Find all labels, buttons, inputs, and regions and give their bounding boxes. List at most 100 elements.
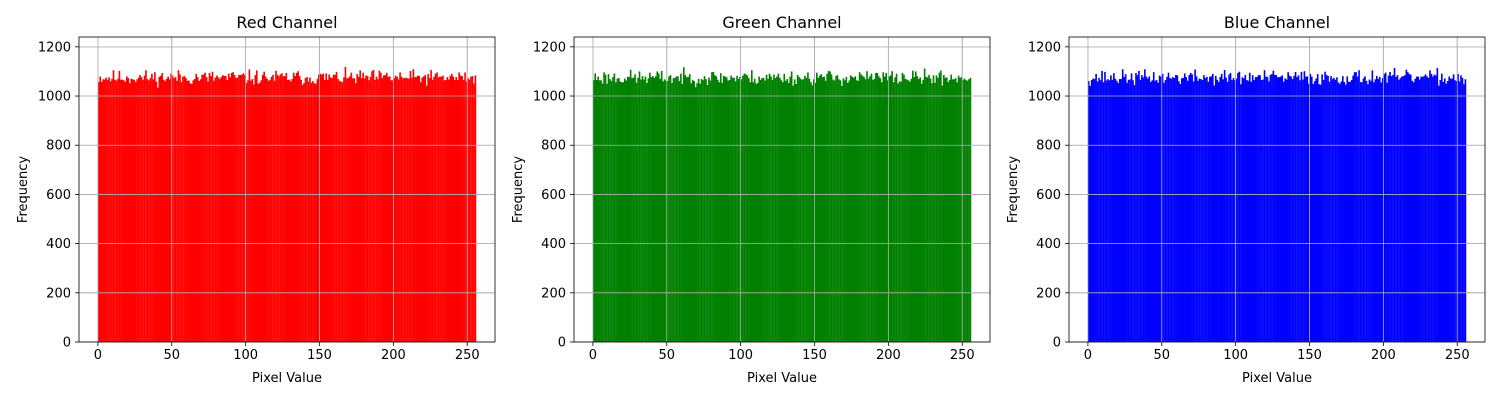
histogram-bar bbox=[453, 80, 456, 342]
histogram-bar bbox=[1245, 80, 1248, 342]
histogram-bar bbox=[1124, 74, 1127, 343]
histogram-bar bbox=[448, 79, 450, 342]
histogram-bar bbox=[273, 80, 276, 342]
histogram-bar bbox=[1180, 78, 1183, 343]
histogram-bar bbox=[891, 71, 893, 342]
histogram-bar bbox=[606, 83, 608, 342]
histogram-bar bbox=[851, 76, 854, 342]
histogram-bar bbox=[1272, 70, 1275, 343]
histogram-bar bbox=[804, 75, 806, 342]
histogram-bar bbox=[403, 77, 406, 343]
histogram-bar bbox=[719, 73, 722, 342]
histogram-bar bbox=[1375, 75, 1378, 342]
histogram-bar bbox=[1144, 69, 1146, 342]
histogram-bar bbox=[1195, 76, 1198, 343]
y-tick-label: 800 bbox=[46, 139, 71, 154]
histogram-bar bbox=[789, 76, 792, 343]
histogram-bar bbox=[1188, 75, 1190, 342]
histogram-bar bbox=[733, 77, 735, 342]
histogram-bar bbox=[687, 76, 690, 342]
histogram-bar bbox=[186, 80, 189, 342]
histogram-bar bbox=[1443, 78, 1446, 343]
histogram-bar bbox=[1147, 78, 1149, 343]
histogram-bar bbox=[1203, 75, 1205, 342]
histogram-bar bbox=[139, 75, 141, 342]
histogram-bar bbox=[1350, 80, 1353, 342]
histogram-bar bbox=[919, 77, 922, 342]
histogram-bar bbox=[724, 76, 727, 343]
histogram-bar bbox=[787, 82, 790, 342]
histogram-bar bbox=[1148, 76, 1151, 343]
histogram-bar bbox=[848, 80, 851, 343]
histogram-bar bbox=[820, 74, 823, 343]
histogram-bar bbox=[1152, 72, 1155, 342]
histogram-bar bbox=[1398, 79, 1400, 342]
histogram-bar bbox=[1387, 75, 1390, 342]
histogram-bar bbox=[864, 79, 867, 342]
histogram-bar bbox=[329, 77, 332, 342]
histogram-bar bbox=[261, 74, 264, 343]
histogram-bar bbox=[316, 79, 319, 342]
histogram-bar bbox=[114, 79, 116, 342]
histogram-bar bbox=[1328, 81, 1331, 343]
histogram-bar bbox=[233, 75, 236, 342]
histogram-bar bbox=[1247, 80, 1250, 342]
histogram-bar bbox=[1424, 74, 1427, 343]
histogram-bar bbox=[1393, 67, 1396, 342]
histogram-bar bbox=[880, 82, 883, 343]
histogram-bar bbox=[1451, 78, 1453, 343]
histogram-bar bbox=[374, 79, 376, 342]
y-tick-label: 600 bbox=[541, 188, 566, 203]
y-tick-label: 400 bbox=[46, 237, 71, 252]
histogram-bar bbox=[1197, 80, 1199, 342]
histogram-bar bbox=[680, 73, 682, 342]
histogram-bar bbox=[264, 76, 267, 343]
histogram-bar bbox=[657, 73, 660, 342]
histogram-bar bbox=[1380, 82, 1383, 343]
histogram-bar bbox=[802, 79, 805, 342]
histogram-bar bbox=[969, 77, 972, 343]
histogram-bar bbox=[349, 76, 351, 343]
histogram-bar bbox=[325, 73, 328, 342]
histogram-bar bbox=[1154, 80, 1157, 342]
histogram-bar bbox=[437, 77, 440, 342]
histogram-bar bbox=[291, 79, 294, 342]
histogram-bar bbox=[1396, 75, 1399, 342]
histogram-bar bbox=[638, 71, 641, 342]
x-tick-label: 150 bbox=[1297, 348, 1322, 363]
histogram-bar bbox=[462, 80, 465, 342]
histogram-bar bbox=[372, 69, 375, 342]
histogram-bar bbox=[1228, 74, 1230, 343]
histogram-bar bbox=[292, 72, 295, 343]
histogram-bar bbox=[332, 74, 335, 343]
histogram-bar bbox=[1229, 72, 1232, 343]
histogram-bar bbox=[1114, 78, 1117, 342]
histogram-bar bbox=[663, 79, 666, 342]
histogram-bar bbox=[1130, 73, 1133, 342]
histogram-bar bbox=[471, 76, 474, 342]
histogram-bar bbox=[892, 82, 895, 343]
histogram-bar bbox=[821, 77, 824, 342]
histogram-bar bbox=[1104, 71, 1106, 342]
x-tick-label: 200 bbox=[876, 348, 901, 363]
histogram-bar bbox=[1090, 80, 1093, 342]
y-tick-label: 600 bbox=[46, 188, 71, 203]
histogram-bar bbox=[1185, 77, 1188, 342]
histogram-bar bbox=[1300, 71, 1303, 342]
y-tick-label: 0 bbox=[63, 336, 71, 351]
histogram-bar bbox=[758, 76, 760, 343]
histogram-bar bbox=[424, 75, 427, 342]
histogram-bar bbox=[652, 76, 654, 342]
histogram-bar bbox=[681, 83, 684, 343]
histogram-bar bbox=[263, 71, 265, 342]
histogram-bar bbox=[748, 78, 750, 343]
y-tick-label: 200 bbox=[1036, 286, 1061, 301]
histogram-bar bbox=[749, 82, 752, 343]
histogram-bar bbox=[1374, 79, 1377, 342]
histogram-bar bbox=[712, 71, 715, 342]
histogram-bar bbox=[882, 72, 885, 342]
histogram-bar bbox=[1402, 76, 1405, 342]
histogram-bar bbox=[1096, 81, 1099, 342]
histogram-bar bbox=[189, 83, 192, 342]
histogram-bar bbox=[1361, 82, 1363, 343]
